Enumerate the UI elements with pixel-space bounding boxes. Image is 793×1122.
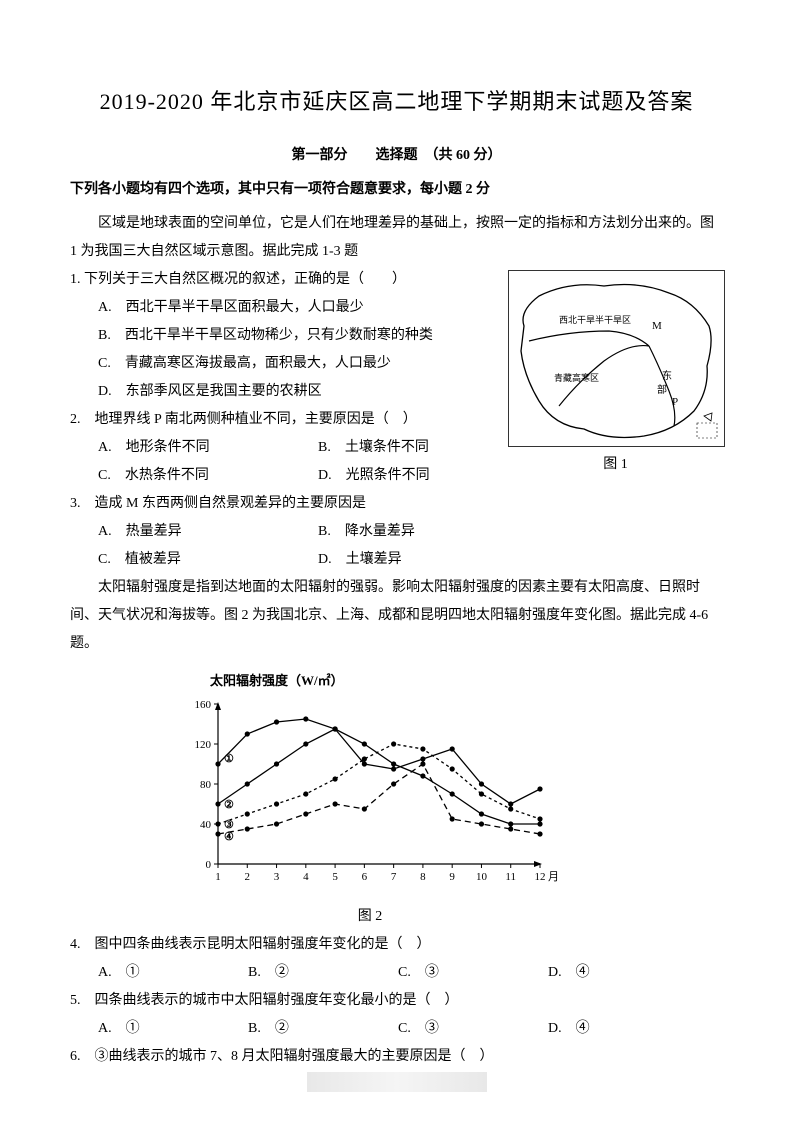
svg-text:部: 部 — [657, 383, 667, 396]
svg-text:11: 11 — [505, 871, 516, 883]
q3-opt-d: D. 土壤差异 — [318, 546, 402, 574]
q2-opt-d: D. 光照条件不同 — [318, 462, 430, 490]
q4-opt-d: D. ④ — [548, 959, 698, 987]
instruction: 下列各小题均有四个选项，其中只有一项符合题意要求，每小题 2 分 — [70, 176, 723, 204]
svg-text:2: 2 — [245, 871, 251, 883]
svg-text:7: 7 — [391, 871, 397, 883]
footer-placeholder — [307, 1072, 487, 1092]
svg-text:①: ① — [224, 753, 234, 765]
svg-text:9: 9 — [449, 871, 455, 883]
q3-opt-b: B. 降水量差异 — [318, 518, 415, 546]
svg-text:③: ③ — [224, 819, 234, 831]
map-label-tibet: 青藏高寒区 — [554, 372, 599, 383]
svg-text:1: 1 — [215, 871, 221, 883]
q6-stem: 6. ③曲线表示的城市 7、8 月太阳辐射强度最大的主要原因是（ ） — [70, 1043, 723, 1071]
page-title: 2019-2020 年北京市延庆区高二地理下学期期末试题及答案 — [70, 80, 723, 124]
map-label-p: P — [672, 396, 678, 408]
svg-text:120: 120 — [195, 739, 212, 751]
svg-text:4: 4 — [303, 871, 309, 883]
svg-text:8: 8 — [420, 871, 426, 883]
svg-text:0: 0 — [206, 859, 212, 871]
q4-stem: 4. 图中四条曲线表示昆明太阳辐射强度年变化的是（ ） — [70, 931, 723, 959]
q4-opt-b: B. ② — [248, 959, 398, 987]
svg-text:3: 3 — [274, 871, 280, 883]
q2-opt-c: C. 水热条件不同 — [98, 462, 318, 490]
context-2: 太阳辐射强度是指到达地面的太阳辐射的强弱。影响太阳辐射强度的因素主要有太阳高度、… — [70, 574, 723, 658]
q5-opt-c: C. ③ — [398, 1015, 548, 1043]
chart-title: 太阳辐射强度（W/㎡） — [180, 668, 560, 694]
svg-text:10: 10 — [476, 871, 488, 883]
svg-text:月: 月 — [548, 871, 559, 883]
q3-stem: 3. 造成 M 东西两侧自然景观差异的主要原因是 — [70, 490, 723, 518]
q5-opt-d: D. ④ — [548, 1015, 698, 1043]
solar-radiation-chart: 04080120160123456789101112月①②③④ — [180, 696, 560, 886]
figure-2: 太阳辐射强度（W/㎡） 04080120160123456789101112月①… — [180, 668, 560, 931]
q2-opt-b: B. 土壤条件不同 — [318, 434, 429, 462]
map-label-east: 东 — [662, 369, 672, 382]
q3-opt-a: A. 热量差异 — [98, 518, 318, 546]
q3-opt-c: C. 植被差异 — [98, 546, 318, 574]
q5-stem: 5. 四条曲线表示的城市中太阳辐射强度年变化最小的是（ ） — [70, 987, 723, 1015]
q4-opt-a: A. ① — [98, 959, 248, 987]
context-1: 区域是地球表面的空间单位，它是人们在地理差异的基础上，按照一定的指标和方法划分出… — [70, 210, 723, 266]
svg-text:5: 5 — [332, 871, 338, 883]
q2-opt-a: A. 地形条件不同 — [98, 434, 318, 462]
figure-2-caption: 图 2 — [180, 903, 560, 931]
map-label-m: M — [652, 320, 662, 332]
svg-text:6: 6 — [362, 871, 368, 883]
svg-text:12: 12 — [535, 871, 546, 883]
map-label-nw: 西北干旱半干旱区 — [559, 314, 631, 325]
svg-text:40: 40 — [200, 819, 212, 831]
q4-opt-c: C. ③ — [398, 959, 548, 987]
china-map-icon: 西北干旱半干旱区 青藏高寒区 东 部 M P — [508, 270, 725, 447]
figure-1-caption: 图 1 — [508, 451, 723, 479]
svg-text:160: 160 — [195, 699, 212, 711]
q5-opt-a: A. ① — [98, 1015, 248, 1043]
figure-1: 西北干旱半干旱区 青藏高寒区 东 部 M P 图 1 — [508, 270, 723, 479]
svg-text:④: ④ — [224, 831, 234, 843]
svg-text:②: ② — [224, 799, 234, 811]
q5-opt-b: B. ② — [248, 1015, 398, 1043]
part-header: 第一部分 选择题 （共 60 分） — [70, 142, 723, 170]
svg-text:80: 80 — [200, 779, 212, 791]
